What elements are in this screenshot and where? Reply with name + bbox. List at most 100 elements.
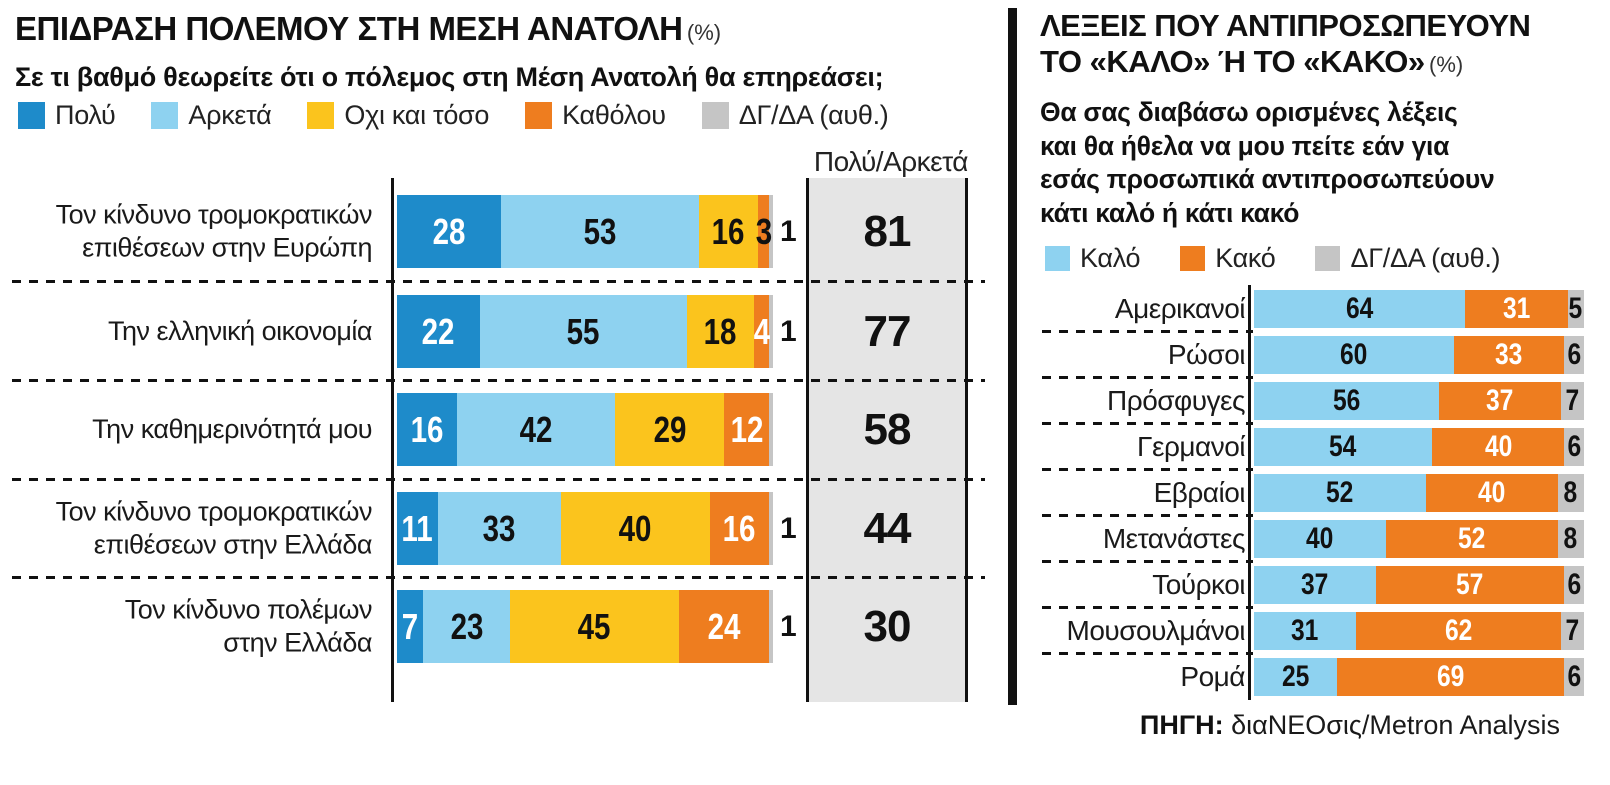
bar-segment-bad: 40 [1432, 428, 1565, 466]
left-row-greece-terror: Τον κίνδυνο τρομοκρατικών επιθέσεων στην… [0, 492, 985, 565]
bar-segment-arketa: 33 [437, 492, 561, 565]
row-label: Την ελληνική οικονομία [108, 315, 372, 346]
stacked-bar: 28 53 16 3 [397, 195, 773, 268]
row-separator [1042, 514, 1253, 517]
row-separator [1042, 606, 1253, 609]
right-row-roma: Ρομά 25 69 6 [1000, 658, 1600, 696]
left-row-europe: Τον κίνδυνο τρομοκρατικών επιθέσεων στην… [0, 195, 985, 268]
summary-column-header: Πολύ/Αρκετά [813, 146, 969, 177]
right-row-russians: Ρώσοι 60 33 6 [1000, 336, 1600, 374]
legend-swatch-poly [18, 102, 45, 129]
row-separator [1042, 330, 1253, 333]
row-separator [1042, 560, 1253, 563]
source-text: διαΝΕΟσις/Metron Analysis [1231, 710, 1560, 740]
row-label: Ρώσοι [1167, 339, 1246, 370]
row-separator [1042, 422, 1253, 425]
row-label: Την καθημερινότητά μου [92, 413, 372, 444]
left-row-daily-life: Την καθημερινότητά μου 16 42 29 12 58 [0, 393, 985, 466]
legend-swatch-oxi [307, 102, 335, 129]
bar-segment-bad: 69 [1336, 658, 1565, 696]
bar-segment-katholou: 16 [709, 492, 770, 565]
legend-label-poly: Πολύ [55, 100, 116, 130]
right-panel-title: ΛΕΞΕΙΣ ΠΟΥ ΑΝΤΙΠΡΟΣΩΠΕΥΟΥΝ ΤΟ «ΚΑΛΟ» Ή Τ… [1040, 8, 1600, 80]
stacked-bar: 56 37 7 [1254, 382, 1584, 420]
stacked-bar: 25 69 6 [1254, 658, 1584, 696]
legend-label-arketa: Αρκετά [188, 100, 272, 130]
bar-segment-good: 37 [1254, 566, 1377, 604]
summary-value: 44 [863, 503, 912, 553]
left-panel-subtitle: Σε τι βαθμό θεωρείτε ότι ο πόλεμος στη Μ… [15, 62, 884, 92]
legend-item-dk: ΔΓ/ΔΑ (αυθ.) [701, 100, 889, 131]
row-label: Γερμανοί [1137, 431, 1245, 462]
bar-segment-dk [769, 590, 773, 663]
right-axis-line [1248, 285, 1251, 700]
panel-divider [1008, 8, 1017, 705]
row-separator [1042, 652, 1253, 655]
row-separator [1042, 468, 1253, 471]
bar-segment-bad: 31 [1465, 290, 1568, 328]
legend-swatch-katholou [525, 102, 553, 129]
bar-segment-dk [769, 295, 774, 368]
legend-swatch-arketa [151, 102, 179, 129]
source-label: ΠΗΓΗ: [1139, 710, 1224, 740]
bar-segment-dk [769, 393, 774, 466]
row-label: Τον κίνδυνο τρομοκρατικών επιθέσεων στην… [55, 198, 373, 263]
legend-item-oxi: Οχι και τόσο [307, 100, 489, 131]
stacked-bar: 52 40 8 [1254, 474, 1584, 512]
bar-segment-poly: 7 [397, 590, 424, 663]
summary-value: 58 [863, 404, 912, 454]
stacked-bar: 16 42 29 12 [397, 393, 774, 466]
dk-value-label: 1 [780, 314, 797, 348]
right-row-immigrants: Μετανάστες 40 52 8 [1000, 520, 1600, 558]
row-label: Μουσουλμάνοι [1066, 615, 1246, 646]
bar-segment-bad: 52 [1386, 520, 1558, 558]
legend-item-arketa: Αρκετά [151, 100, 272, 131]
stacked-bar: 64 31 5 [1254, 290, 1584, 328]
row-label: Τον κίνδυνο τρομοκρατικών επιθέσεων στην… [55, 495, 373, 560]
row-separator [12, 576, 985, 579]
bar-segment-katholou: 24 [679, 590, 770, 663]
right-panel-subtitle: Θα σας διαβάσω ορισμένες λέξεις και θα ή… [1040, 97, 1495, 228]
row-label: Μετανάστες [1102, 523, 1246, 554]
row-separator [12, 478, 985, 481]
bar-segment-dk [769, 492, 773, 565]
row-label: Εβραίοι [1153, 477, 1246, 508]
bar-segment-katholou: 3 [755, 195, 772, 268]
legend-label-bad: Κακό [1215, 243, 1276, 273]
legend-item-dk2: ΔΓ/ΔΑ (αυθ.) [1315, 243, 1501, 274]
bar-segment-oxi: 45 [509, 590, 679, 663]
bar-segment-dk: 8 [1557, 474, 1584, 512]
bar-segment-bad: 57 [1376, 566, 1565, 604]
bar-segment-dk: 8 [1557, 520, 1584, 558]
bar-segment-good: 64 [1254, 290, 1466, 328]
left-axis-line [391, 178, 394, 702]
legend-label-katholou: Καθόλου [562, 100, 666, 130]
right-title-percent: (%) [1429, 51, 1464, 77]
left-legend: Πολύ Αρκετά Οχι και τόσο Καθόλου ΔΓ/ΔΑ (… [18, 100, 924, 131]
row-separator [1042, 376, 1253, 379]
bar-segment-bad: 33 [1454, 336, 1564, 374]
bar-segment-poly: 22 [397, 295, 480, 368]
legend-item-good: Καλό [1045, 243, 1141, 274]
dk-value-label: 1 [780, 511, 797, 545]
legend-item-katholou: Καθόλου [525, 100, 666, 131]
dk-value-label: 1 [780, 609, 797, 643]
legend-label-dk: ΔΓ/ΔΑ (αυθ.) [738, 100, 889, 130]
legend-label-good: Καλό [1080, 243, 1141, 273]
right-row-jews: Εβραίοι 52 40 8 [1000, 474, 1600, 512]
summary-value: 30 [863, 601, 912, 651]
legend-item-poly: Πολύ [18, 100, 116, 131]
left-row-greece-wars: Τον κίνδυνο πολέμων στην Ελλάδα 7 23 45 … [0, 590, 985, 663]
bar-segment-oxi: 40 [560, 492, 710, 565]
bar-segment-arketa: 23 [423, 590, 510, 663]
bar-segment-oxi: 16 [698, 195, 759, 268]
row-label: Τον κίνδυνο πολέμων στην Ελλάδα [124, 593, 373, 658]
bar-segment-good: 60 [1254, 336, 1454, 374]
right-row-muslims: Μουσουλμάνοι 31 62 7 [1000, 612, 1600, 650]
bar-segment-arketa: 42 [457, 393, 616, 466]
summary-value: 77 [863, 306, 912, 356]
row-label: Ρομά [1180, 661, 1245, 692]
left-panel-title: ΕΠΙΔΡΑΣΗ ΠΟΛΕΜΟΥ ΣΤΗ ΜΕΣΗ ΑΝΑΤΟΛΗ (%) [15, 10, 721, 48]
bar-segment-dk: 6 [1564, 566, 1584, 604]
